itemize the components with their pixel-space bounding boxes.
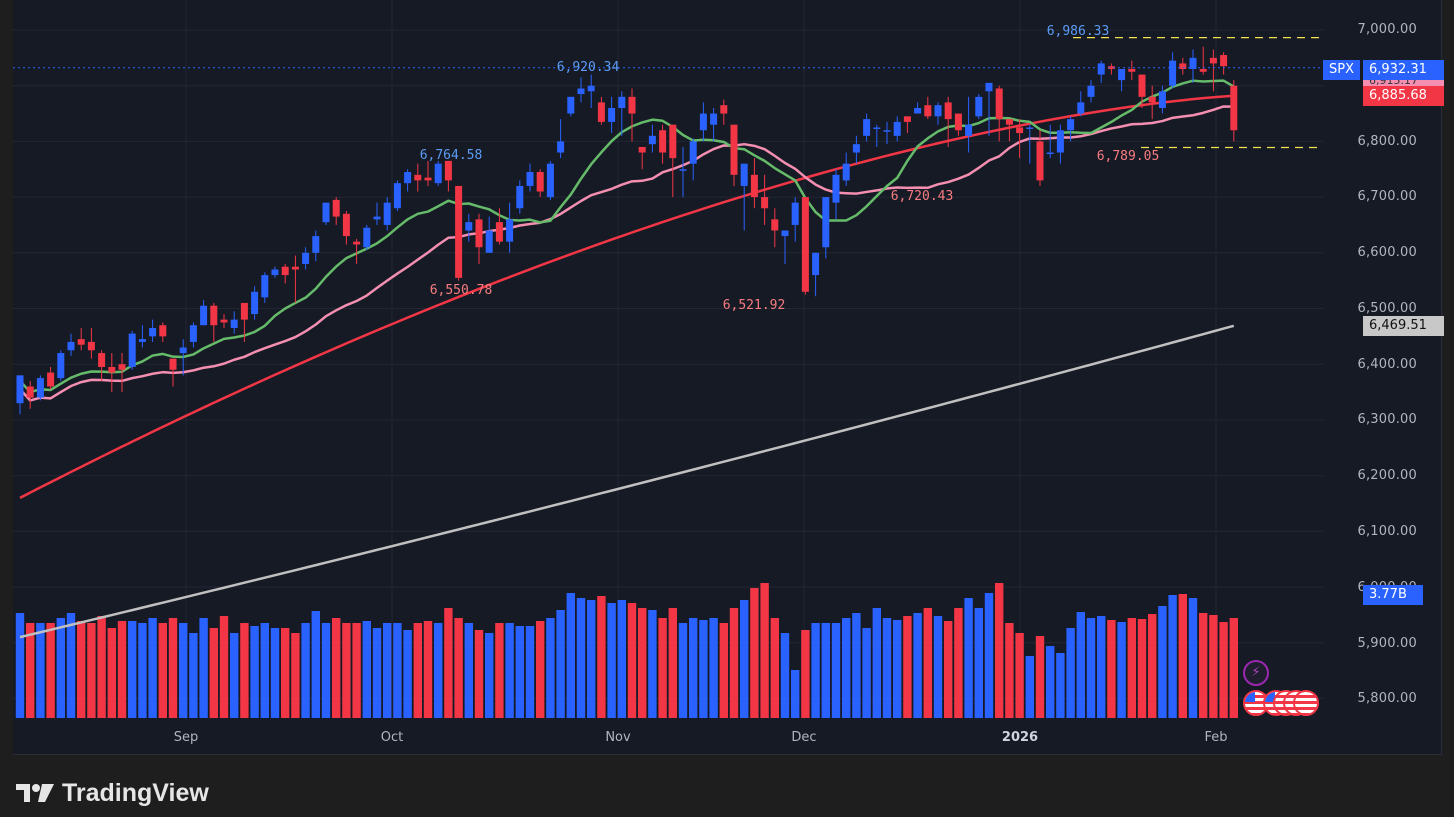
chart-canvas[interactable] bbox=[13, 0, 1441, 754]
time-label-nov: Nov bbox=[605, 730, 631, 745]
ma-long-price-tag: 6,469.51 bbox=[1363, 316, 1444, 336]
last-price-tag: 6,932.31 bbox=[1363, 60, 1444, 80]
economic-events-flags[interactable] bbox=[1243, 690, 1323, 716]
symbol-tag[interactable]: SPX bbox=[1323, 60, 1360, 80]
brand-name: TradingView bbox=[62, 778, 209, 807]
annotation-high: 6,986.33 bbox=[1046, 24, 1110, 39]
ma-slow-price-tag: 6,885.68 bbox=[1363, 86, 1444, 106]
price-tick: 6,100.00 bbox=[1357, 524, 1417, 539]
time-label-dec: Dec bbox=[791, 730, 817, 745]
price-tick: 6,200.00 bbox=[1357, 468, 1417, 483]
time-label-2026: 2026 bbox=[1001, 730, 1039, 745]
annotation-low: 6,789.05 bbox=[1096, 149, 1160, 164]
volume-tag: 3.77B bbox=[1363, 585, 1423, 605]
time-label-sep: Sep bbox=[173, 730, 199, 745]
tradingview-logo-icon bbox=[16, 784, 54, 802]
annotation-low: 6,521.92 bbox=[722, 298, 786, 313]
price-tick: 5,800.00 bbox=[1357, 691, 1417, 706]
annotation-low: 6,720.43 bbox=[890, 189, 954, 204]
time-label-feb: Feb bbox=[1204, 730, 1228, 745]
annotation-low: 6,550.78 bbox=[429, 283, 493, 298]
earnings-lightning-icon[interactable]: ⚡ bbox=[1243, 660, 1269, 686]
price-tick: 6,300.00 bbox=[1357, 412, 1417, 427]
price-tick: 6,800.00 bbox=[1357, 134, 1417, 149]
price-tick: 6,400.00 bbox=[1357, 357, 1417, 372]
tradingview-logo[interactable]: TradingView bbox=[16, 778, 209, 808]
price-tick: 7,000.00 bbox=[1357, 22, 1417, 37]
price-tick: 6,500.00 bbox=[1357, 301, 1417, 316]
annotation-high: 6,920.34 bbox=[556, 60, 620, 75]
price-tick: 6,700.00 bbox=[1357, 189, 1417, 204]
time-label-oct: Oct bbox=[380, 730, 404, 745]
price-tick: 6,600.00 bbox=[1357, 245, 1417, 260]
price-tick: 5,900.00 bbox=[1357, 636, 1417, 651]
annotation-high: 6,764.58 bbox=[419, 148, 483, 163]
chart-panel[interactable]: 7,000.00 6,800.00 6,700.00 6,600.00 6,50… bbox=[13, 0, 1444, 755]
us-flag-icon[interactable] bbox=[1293, 690, 1319, 716]
